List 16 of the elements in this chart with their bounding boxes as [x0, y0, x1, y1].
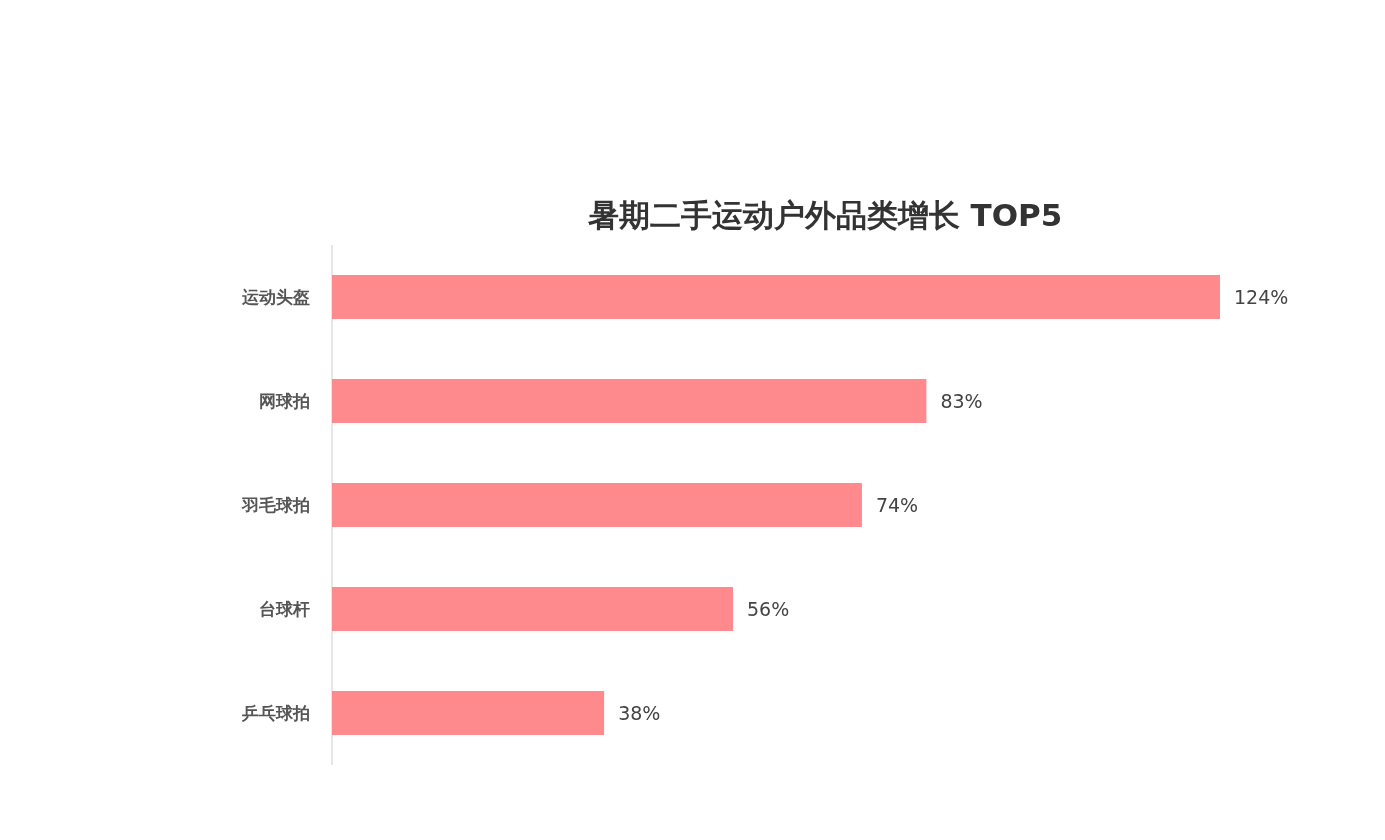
- bar: [332, 691, 605, 735]
- data-label: 56%: [747, 598, 790, 620]
- y-tick-label: 台球杆: [259, 599, 310, 619]
- bar: [332, 379, 927, 423]
- data-label: 83%: [940, 390, 983, 412]
- y-tick-label: 运动头盔: [241, 287, 310, 307]
- y-tick-label: 网球拍: [259, 391, 310, 411]
- data-label: 38%: [618, 702, 661, 724]
- chart-title: 暑期二手运动户外品类增长 TOP5: [586, 197, 1063, 233]
- bar: [332, 275, 1220, 319]
- y-tick-label: 羽毛球拍: [241, 495, 310, 515]
- data-label: 124%: [1234, 286, 1289, 308]
- data-label: 74%: [875, 494, 919, 516]
- bar: [332, 587, 734, 631]
- bar: [332, 483, 862, 527]
- y-tick-label: 乒乓球拍: [241, 703, 310, 723]
